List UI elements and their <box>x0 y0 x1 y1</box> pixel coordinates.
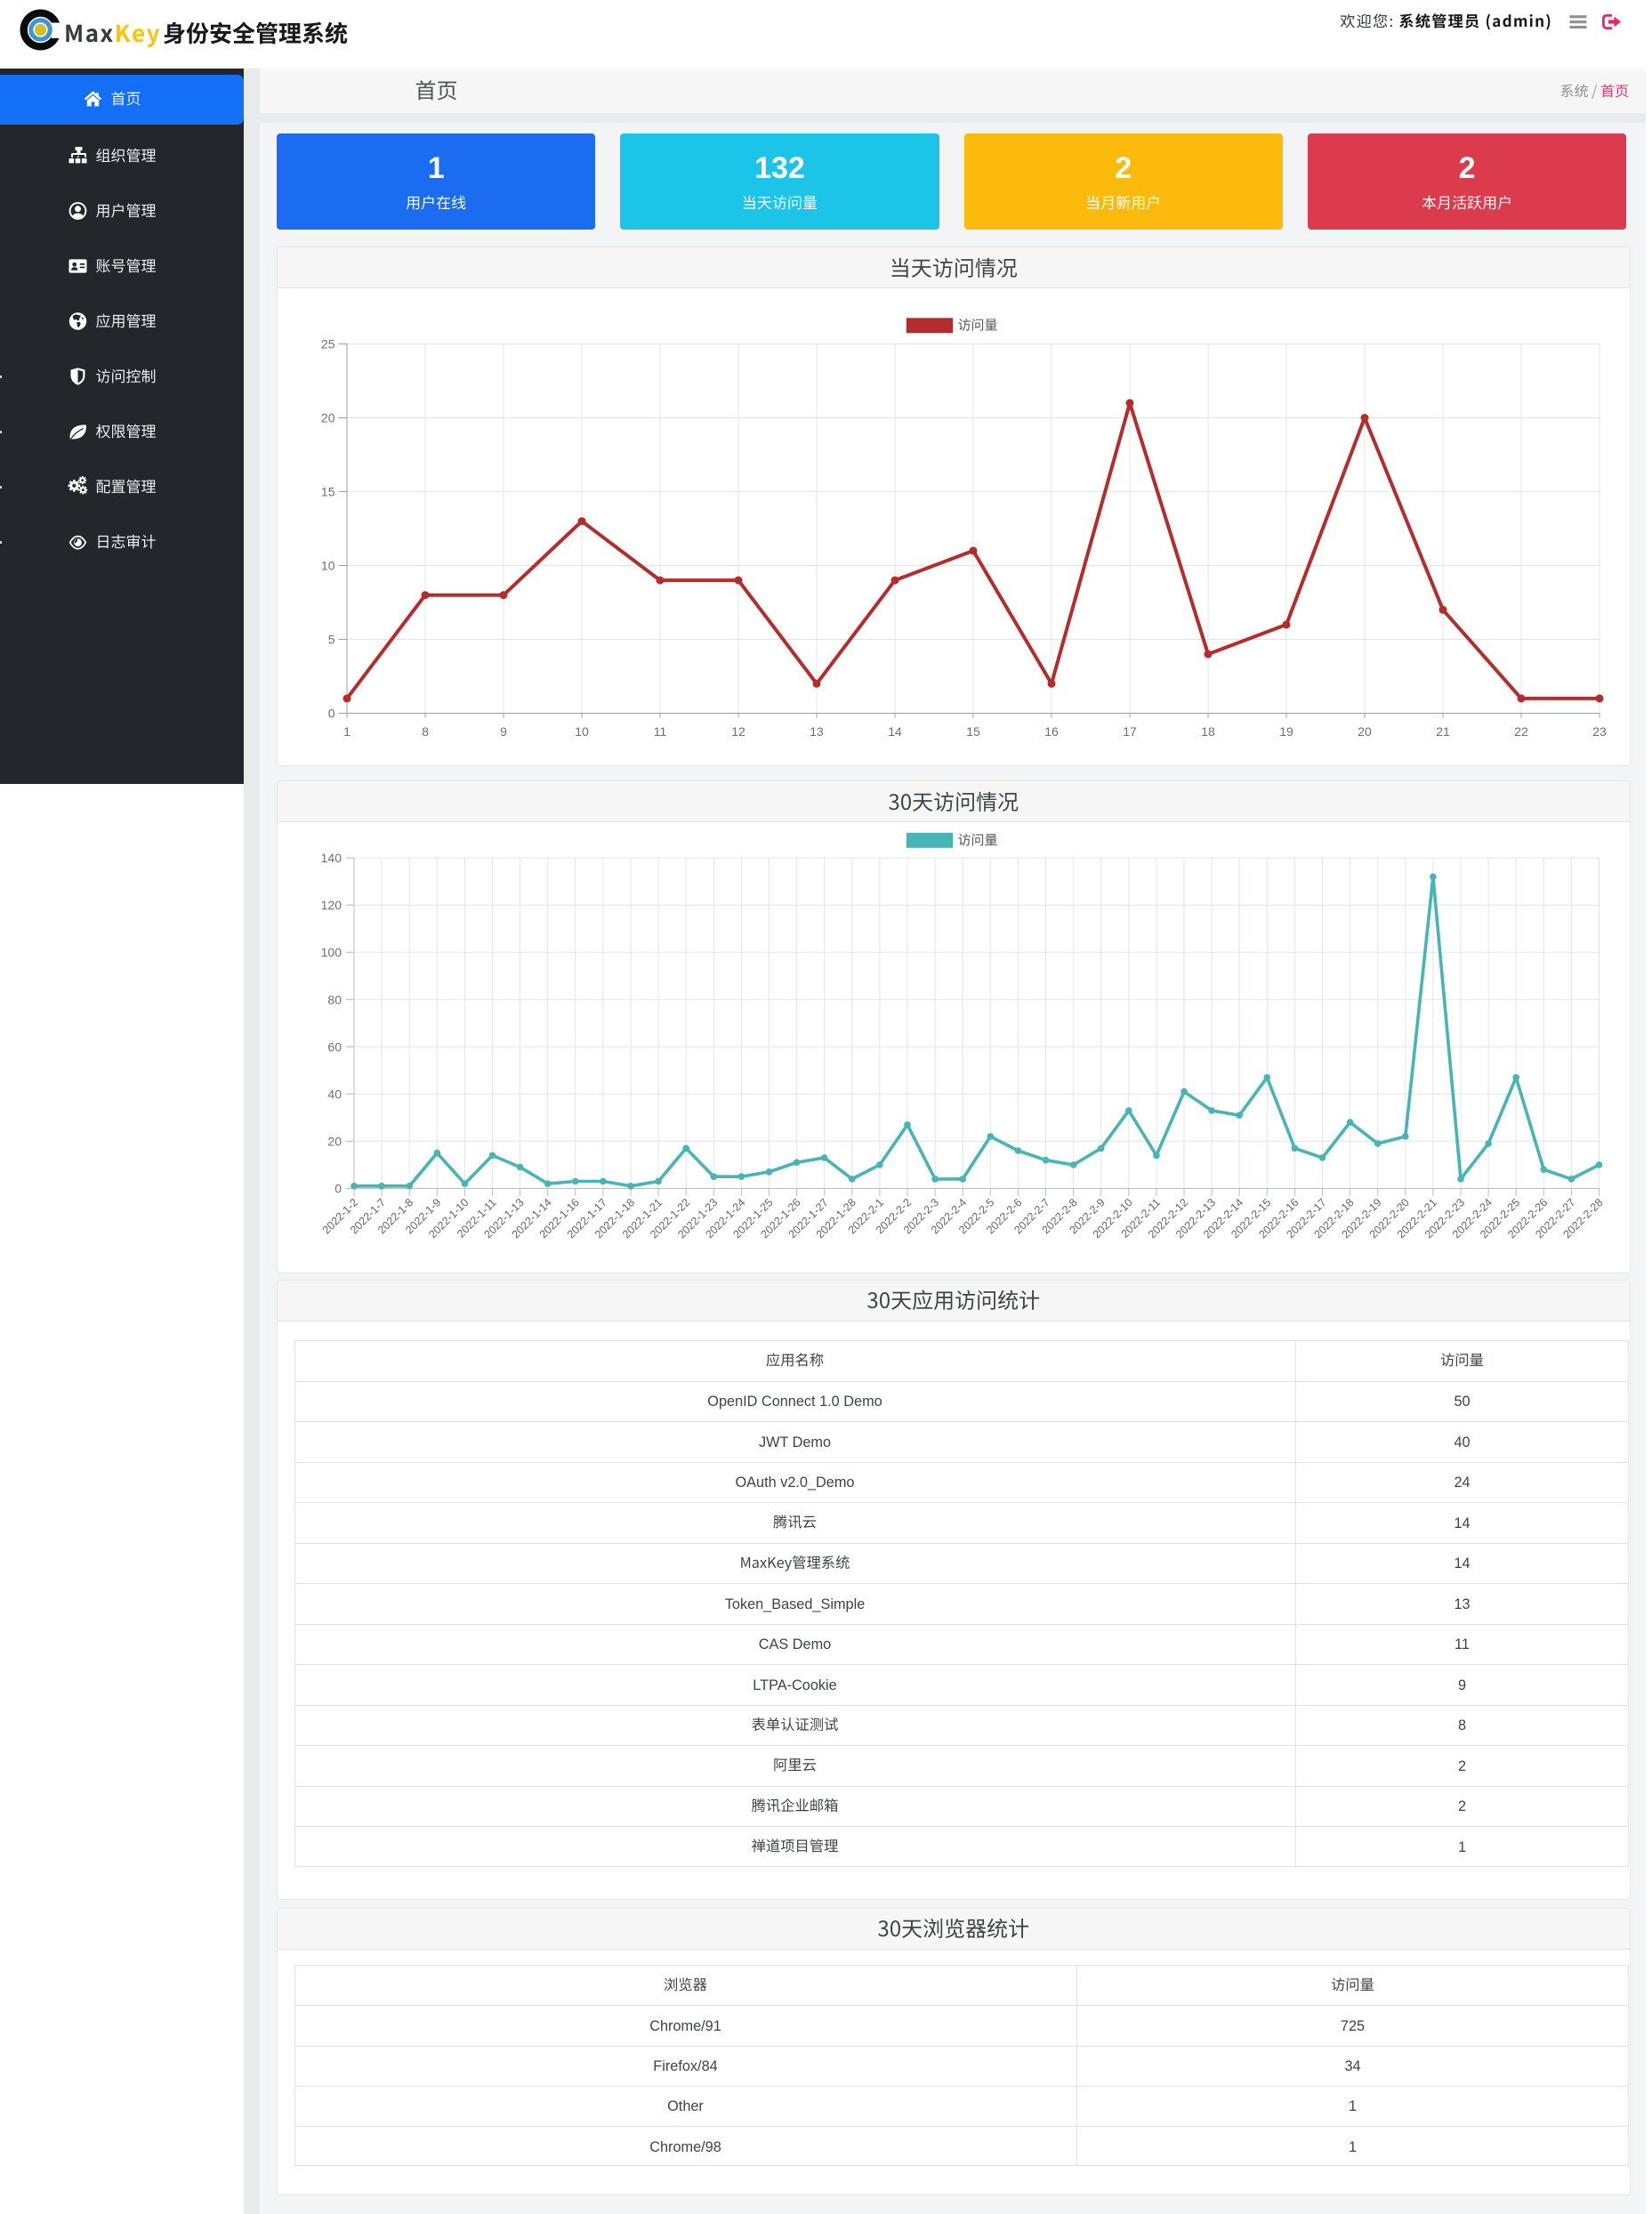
svg-text:22: 22 <box>1514 724 1528 739</box>
svg-text:21: 21 <box>1436 724 1450 739</box>
svg-text:100: 100 <box>321 945 342 959</box>
svg-text:80: 80 <box>327 992 342 1006</box>
svg-text:0: 0 <box>328 707 335 721</box>
svg-text:15: 15 <box>321 485 335 499</box>
svg-text:1: 1 <box>343 724 351 739</box>
svg-text:8: 8 <box>422 724 429 739</box>
svg-text:18: 18 <box>1201 724 1215 739</box>
svg-text:140: 140 <box>321 851 342 865</box>
svg-text:17: 17 <box>1123 724 1137 739</box>
svg-text:12: 12 <box>731 724 745 739</box>
svg-text:40: 40 <box>327 1087 342 1101</box>
svg-text:16: 16 <box>1044 724 1059 739</box>
svg-text:14: 14 <box>888 724 902 739</box>
svg-text:10: 10 <box>321 559 335 573</box>
svg-text:13: 13 <box>810 724 824 739</box>
svg-text:60: 60 <box>327 1039 342 1054</box>
svg-text:5: 5 <box>328 633 335 647</box>
svg-text:19: 19 <box>1279 724 1293 739</box>
svg-text:23: 23 <box>1592 724 1607 739</box>
svg-text:11: 11 <box>654 724 667 739</box>
svg-text:10: 10 <box>575 724 589 739</box>
svg-text:120: 120 <box>321 898 342 912</box>
svg-text:20: 20 <box>327 1134 342 1148</box>
svg-text:0: 0 <box>334 1182 342 1196</box>
svg-text:15: 15 <box>966 724 980 739</box>
svg-text:25: 25 <box>321 337 335 351</box>
svg-text:20: 20 <box>1358 724 1372 739</box>
svg-text:9: 9 <box>500 724 507 739</box>
svg-text:20: 20 <box>321 411 335 425</box>
